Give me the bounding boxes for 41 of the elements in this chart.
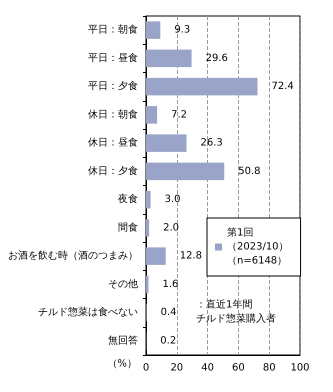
data-label: 26.3 (200, 138, 223, 149)
data-label: 1.6 (162, 278, 178, 290)
data-label: 72.4 (271, 81, 294, 92)
data-label: 7.2 (171, 109, 187, 120)
y-tick-label: 平日：夕食 (88, 80, 138, 92)
bar (146, 78, 258, 96)
x-tick-label: 80 (262, 362, 276, 374)
data-label: 12.8 (180, 250, 202, 262)
data-label: 0.2 (160, 335, 176, 346)
data-label: 0.4 (160, 307, 177, 318)
y-tick-label: チルド惣菜は食べない (38, 306, 138, 318)
x-tick-label: 100 (290, 362, 310, 374)
x-tick-label: 40 (201, 362, 214, 374)
y-tick-label: 休日：朝食 (88, 108, 138, 120)
bar (146, 106, 158, 124)
bar (146, 50, 192, 68)
y-tick-label: お酒を飲む時（酒のつまみ） (8, 250, 138, 262)
y-tick-label: 平日：昼食 (88, 52, 138, 64)
bar (146, 190, 151, 208)
x-tick-label: 60 (232, 362, 245, 374)
y-tick-label: 平日：朝食 (88, 24, 138, 36)
y-tick-label: その他 (108, 278, 138, 290)
bar (146, 134, 186, 152)
data-label: 9.3 (174, 24, 190, 36)
bar (146, 247, 166, 265)
bar (146, 162, 224, 180)
x-tick-label: 20 (170, 362, 184, 374)
y-tick-label: 休日：夕食 (88, 164, 138, 177)
data-label: 29.6 (206, 52, 228, 64)
y-tick-label: 夜食 (118, 193, 138, 206)
data-label: 2.0 (163, 222, 179, 234)
y-tick-label: 無回答 (108, 334, 138, 346)
bar (146, 21, 160, 39)
data-label: 50.8 (238, 166, 260, 177)
legend-label: 第1回（2023/10）（n=6148） (227, 226, 289, 266)
x-tick-label: 0 (142, 362, 150, 374)
x-axis-title: （%） (107, 358, 137, 370)
data-label: 3.0 (164, 194, 181, 206)
y-tick-label: 間食 (118, 221, 138, 234)
y-tick-label: 休日：昼食 (88, 136, 138, 149)
bar (146, 219, 150, 237)
